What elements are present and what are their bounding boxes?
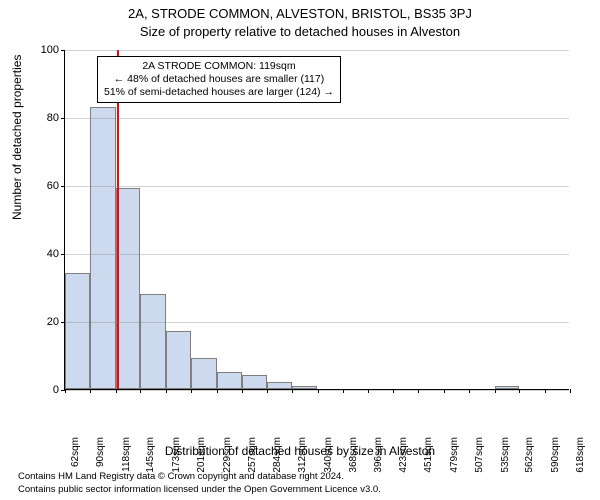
y-tick-label: 100 <box>41 44 65 56</box>
x-tick <box>116 389 117 393</box>
x-tick <box>90 389 91 393</box>
histogram-bar <box>217 372 242 389</box>
histogram-bar <box>191 358 216 389</box>
histogram-bar <box>292 386 317 389</box>
x-tick <box>368 389 369 393</box>
x-tick <box>292 389 293 393</box>
y-gridline <box>65 322 569 323</box>
histogram-bar <box>90 107 115 389</box>
annotation-box: 2A STRODE COMMON: 119sqm← 48% of detache… <box>97 56 341 103</box>
chart-container: 2A, STRODE COMMON, ALVESTON, BRISTOL, BS… <box>0 0 600 500</box>
x-tick <box>469 389 470 393</box>
x-tick <box>393 389 394 393</box>
y-tick-label: 80 <box>47 112 65 124</box>
y-tick-label: 20 <box>47 316 65 328</box>
x-tick <box>545 389 546 393</box>
x-tick <box>318 389 319 393</box>
x-tick <box>217 389 218 393</box>
annotation-line: 2A STRODE COMMON: 119sqm <box>104 60 334 73</box>
footer-line2: Contains public sector information licen… <box>18 484 582 496</box>
chart-title-line2: Size of property relative to detached ho… <box>0 22 600 40</box>
y-tick-label: 60 <box>47 180 65 192</box>
histogram-bar <box>495 386 520 389</box>
y-tick-label: 0 <box>53 384 65 396</box>
y-axis-label: Number of detached properties <box>10 55 24 220</box>
histogram-bar <box>116 188 141 389</box>
y-gridline <box>65 254 569 255</box>
x-tick <box>444 389 445 393</box>
histogram-bar <box>65 273 90 389</box>
x-tick <box>140 389 141 393</box>
x-tick <box>166 389 167 393</box>
y-gridline <box>65 118 569 119</box>
y-gridline <box>65 186 569 187</box>
x-tick <box>343 389 344 393</box>
x-tick <box>519 389 520 393</box>
histogram-bar <box>267 382 292 389</box>
y-tick-label: 40 <box>47 248 65 260</box>
annotation-line: ← 48% of detached houses are smaller (11… <box>104 73 334 86</box>
x-tick <box>242 389 243 393</box>
x-axis-label: Distribution of detached houses by size … <box>0 444 600 458</box>
histogram-bar <box>166 331 191 389</box>
x-tick <box>65 389 66 393</box>
y-gridline <box>65 50 569 51</box>
x-tick <box>191 389 192 393</box>
x-tick <box>495 389 496 393</box>
histogram-bar <box>242 375 267 389</box>
footer-line1: Contains HM Land Registry data © Crown c… <box>18 471 582 483</box>
chart-footer: Contains HM Land Registry data © Crown c… <box>18 471 582 496</box>
plot-area: 2A STRODE COMMON: 119sqm← 48% of detache… <box>64 50 569 390</box>
histogram-bar <box>140 294 165 389</box>
x-tick <box>570 389 571 393</box>
chart-title-line1: 2A, STRODE COMMON, ALVESTON, BRISTOL, BS… <box>0 0 600 22</box>
annotation-line: 51% of semi-detached houses are larger (… <box>104 86 334 99</box>
x-tick <box>418 389 419 393</box>
x-tick <box>267 389 268 393</box>
